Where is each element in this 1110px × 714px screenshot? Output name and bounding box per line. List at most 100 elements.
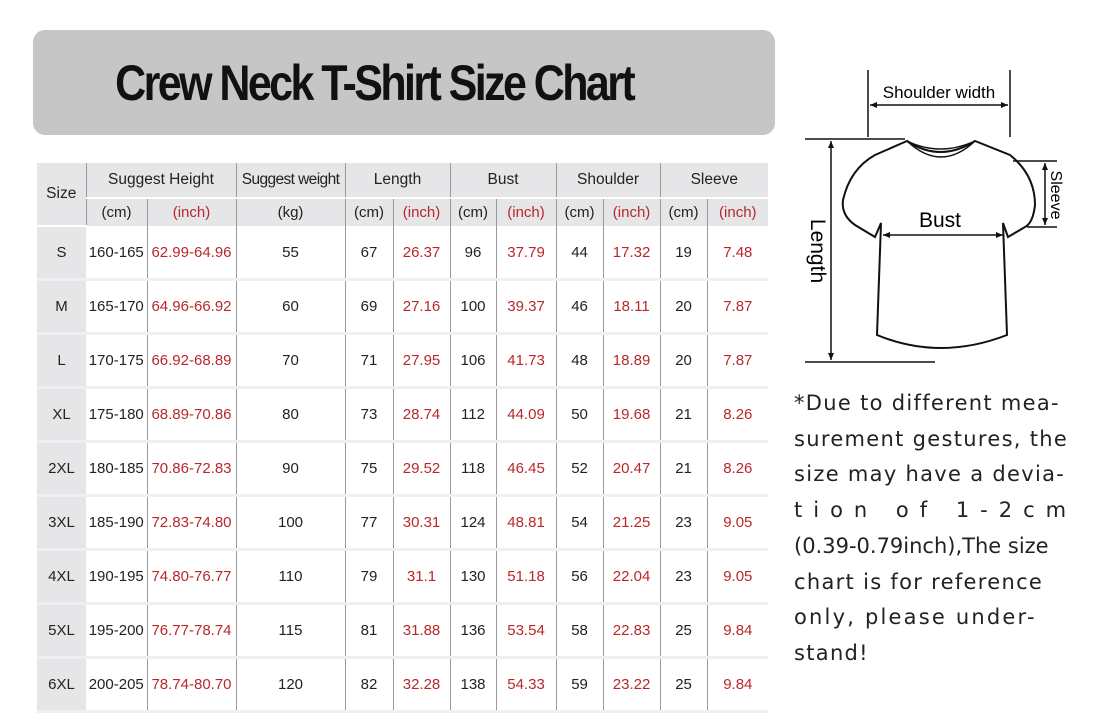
size-cell: 5XL (37, 603, 86, 659)
page-title: Crew Neck T-Shirt Size Chart (115, 54, 636, 111)
value-cell: 90 (235, 441, 345, 497)
value-cell: 56 (555, 549, 604, 605)
label-sleeve: Sleeve (1047, 171, 1064, 220)
value-cell: 77 (344, 495, 393, 551)
value-cell: 75 (344, 441, 393, 497)
value-cell: 100 (449, 279, 497, 335)
value-cell: 48 (555, 333, 604, 389)
inch-cell: 23.22 (602, 657, 661, 713)
value-cell: 79 (344, 549, 393, 605)
note-line: chart is for reference (794, 569, 1044, 594)
header-bust: Bust (449, 163, 557, 199)
value-cell: 200-205 (86, 657, 147, 713)
inch-cell: 9.84 (706, 603, 769, 659)
table-row: 6XL 200-205 78.74-80.70 120 82 32.28 138 54.33 5… (37, 657, 769, 713)
unit-cm: (cm) (85, 198, 147, 226)
inch-cell: 66.92-68.89 (146, 333, 236, 389)
value-cell: 67 (344, 226, 393, 281)
inch-cell: 7.87 (706, 279, 769, 335)
note-line: *Due to different mea- (794, 391, 1060, 415)
inch-cell: 9.05 (706, 549, 769, 605)
unit-cm: (cm) (449, 198, 497, 226)
inch-cell: 18.11 (602, 279, 661, 335)
value-cell: 80 (235, 387, 345, 443)
table-row: S 160-165 62.99-64.96 55 67 26.37 96 37.79 44 17.… (37, 226, 769, 281)
inch-cell: 19.68 (602, 387, 661, 443)
note-line: tion of 1-2cm (794, 498, 1078, 523)
value-cell: 20 (659, 333, 708, 389)
size-cell: XL (37, 387, 86, 443)
unit-cm: (cm) (344, 198, 393, 226)
inch-cell: 27.95 (392, 333, 451, 389)
note-line: size may have a devia- (794, 462, 1066, 487)
header-length: Length (344, 163, 451, 199)
value-cell: 23 (659, 549, 708, 605)
size-cell: 2XL (37, 441, 86, 497)
header-size: Size (37, 163, 86, 227)
unit-inch: (inch) (602, 198, 661, 226)
value-cell: 50 (555, 387, 604, 443)
value-cell: 54 (555, 495, 604, 551)
measurement-note: *Due to different mea- surement gestures… (794, 386, 1079, 672)
inch-cell: 8.26 (706, 387, 769, 443)
unit-kg: (kg) (235, 198, 345, 226)
label-bust: Bust (919, 209, 961, 232)
inch-cell: 9.84 (706, 657, 769, 713)
value-cell: 120 (235, 657, 345, 713)
inch-cell: 76.77-78.74 (146, 603, 236, 659)
unit-inch: (inch) (495, 198, 557, 226)
value-cell: 170-175 (86, 333, 147, 389)
table-row: 3XL 185-190 72.83-74.80 100 77 30.31 124 48.81 5… (37, 495, 769, 551)
title-banner: Crew Neck T-Shirt Size Chart (33, 30, 775, 135)
value-cell: 19 (659, 226, 708, 281)
table-row: XL 175-180 68.89-70.86 80 73 28.74 112 44.09 50 1… (37, 387, 769, 443)
note-line: only, please under- (794, 605, 1037, 630)
inch-cell: 17.32 (602, 226, 661, 281)
value-cell: 58 (555, 603, 604, 659)
inch-cell: 41.73 (495, 333, 557, 389)
table-row: M 165-170 64.96-66.92 60 69 27.16 100 39.37 46 18… (37, 279, 769, 335)
inch-cell: 31.1 (392, 549, 451, 605)
value-cell: 44 (555, 226, 604, 281)
value-cell: 165-170 (86, 279, 147, 335)
header-shoulder: Shoulder (555, 163, 661, 199)
inch-cell: 26.37 (392, 226, 451, 281)
value-cell: 124 (449, 495, 497, 551)
inch-cell: 32.28 (392, 657, 451, 713)
value-cell: 46 (555, 279, 604, 335)
size-cell: 4XL (37, 549, 86, 605)
value-cell: 25 (659, 603, 708, 659)
label-length: Length (806, 219, 829, 283)
size-cell: 6XL (37, 657, 86, 713)
inch-cell: 21.25 (602, 495, 661, 551)
inch-cell: 18.89 (602, 333, 661, 389)
value-cell: 106 (449, 333, 497, 389)
tshirt-diagram: Shoulder width Bust Length Sleeve (805, 70, 1064, 363)
inch-cell: 46.45 (495, 441, 557, 497)
inch-cell: 7.87 (706, 333, 769, 389)
unit-cm: (cm) (659, 198, 708, 226)
value-cell: 118 (449, 441, 497, 497)
inch-cell: 70.86-72.83 (146, 441, 236, 497)
size-cell: S (37, 226, 86, 281)
inch-cell: 37.79 (495, 226, 557, 281)
inch-cell: 53.54 (495, 603, 557, 659)
value-cell: 195-200 (86, 603, 147, 659)
inch-cell: 44.09 (495, 387, 557, 443)
table-row: 5XL 195-200 76.77-78.74 115 81 31.88 136 53.54 5… (37, 603, 769, 659)
value-cell: 55 (235, 226, 345, 281)
unit-inch: (inch) (706, 198, 769, 226)
value-cell: 69 (344, 279, 393, 335)
value-cell: 25 (659, 657, 708, 713)
inch-cell: 78.74-80.70 (146, 657, 236, 713)
value-cell: 138 (449, 657, 497, 713)
value-cell: 100 (235, 495, 345, 551)
size-cell: 3XL (37, 495, 86, 551)
value-cell: 20 (659, 279, 708, 335)
size-cell: L (37, 333, 86, 389)
header-sleeve: Sleeve (659, 163, 769, 199)
value-cell: 82 (344, 657, 393, 713)
inch-cell: 54.33 (495, 657, 557, 713)
value-cell: 21 (659, 441, 708, 497)
tshirt-outline-icon (841, 139, 1037, 349)
